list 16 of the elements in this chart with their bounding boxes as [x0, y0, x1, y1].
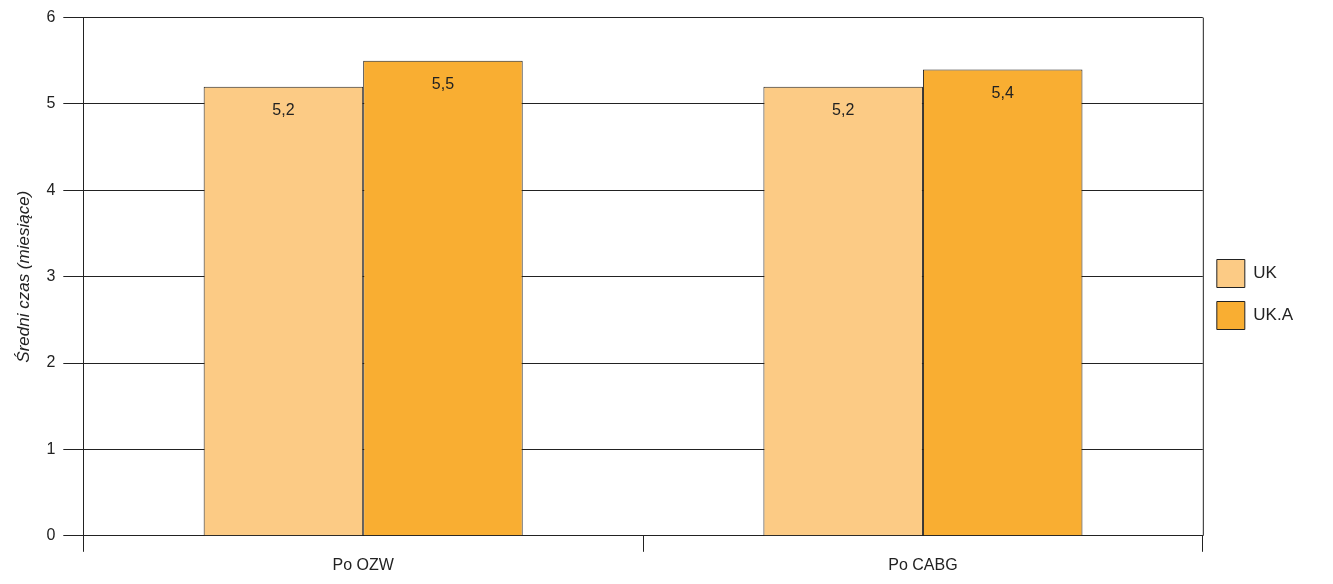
x-tick-label: Po CABG [888, 555, 958, 573]
y-tick-label: 1 [46, 439, 56, 457]
legend-label: UK.A [1253, 305, 1294, 325]
legend-label: UK [1253, 263, 1278, 283]
data-label: 5,2 [832, 101, 855, 119]
data-label: 5,4 [991, 83, 1014, 101]
y-axis-title: Średni czas (miesiące) [13, 190, 33, 363]
y-tick-label: 4 [46, 180, 56, 198]
y-tick-label: 3 [46, 267, 56, 285]
y-tick-label: 2 [46, 353, 56, 371]
y-tick-label: 5 [46, 94, 56, 112]
x-tick-label: Po OZW [332, 555, 395, 573]
data-label: 5,2 [272, 101, 295, 119]
y-tick-label: 0 [46, 526, 56, 544]
data-label: 5,5 [431, 75, 455, 93]
y-tick-label: 6 [46, 8, 56, 26]
